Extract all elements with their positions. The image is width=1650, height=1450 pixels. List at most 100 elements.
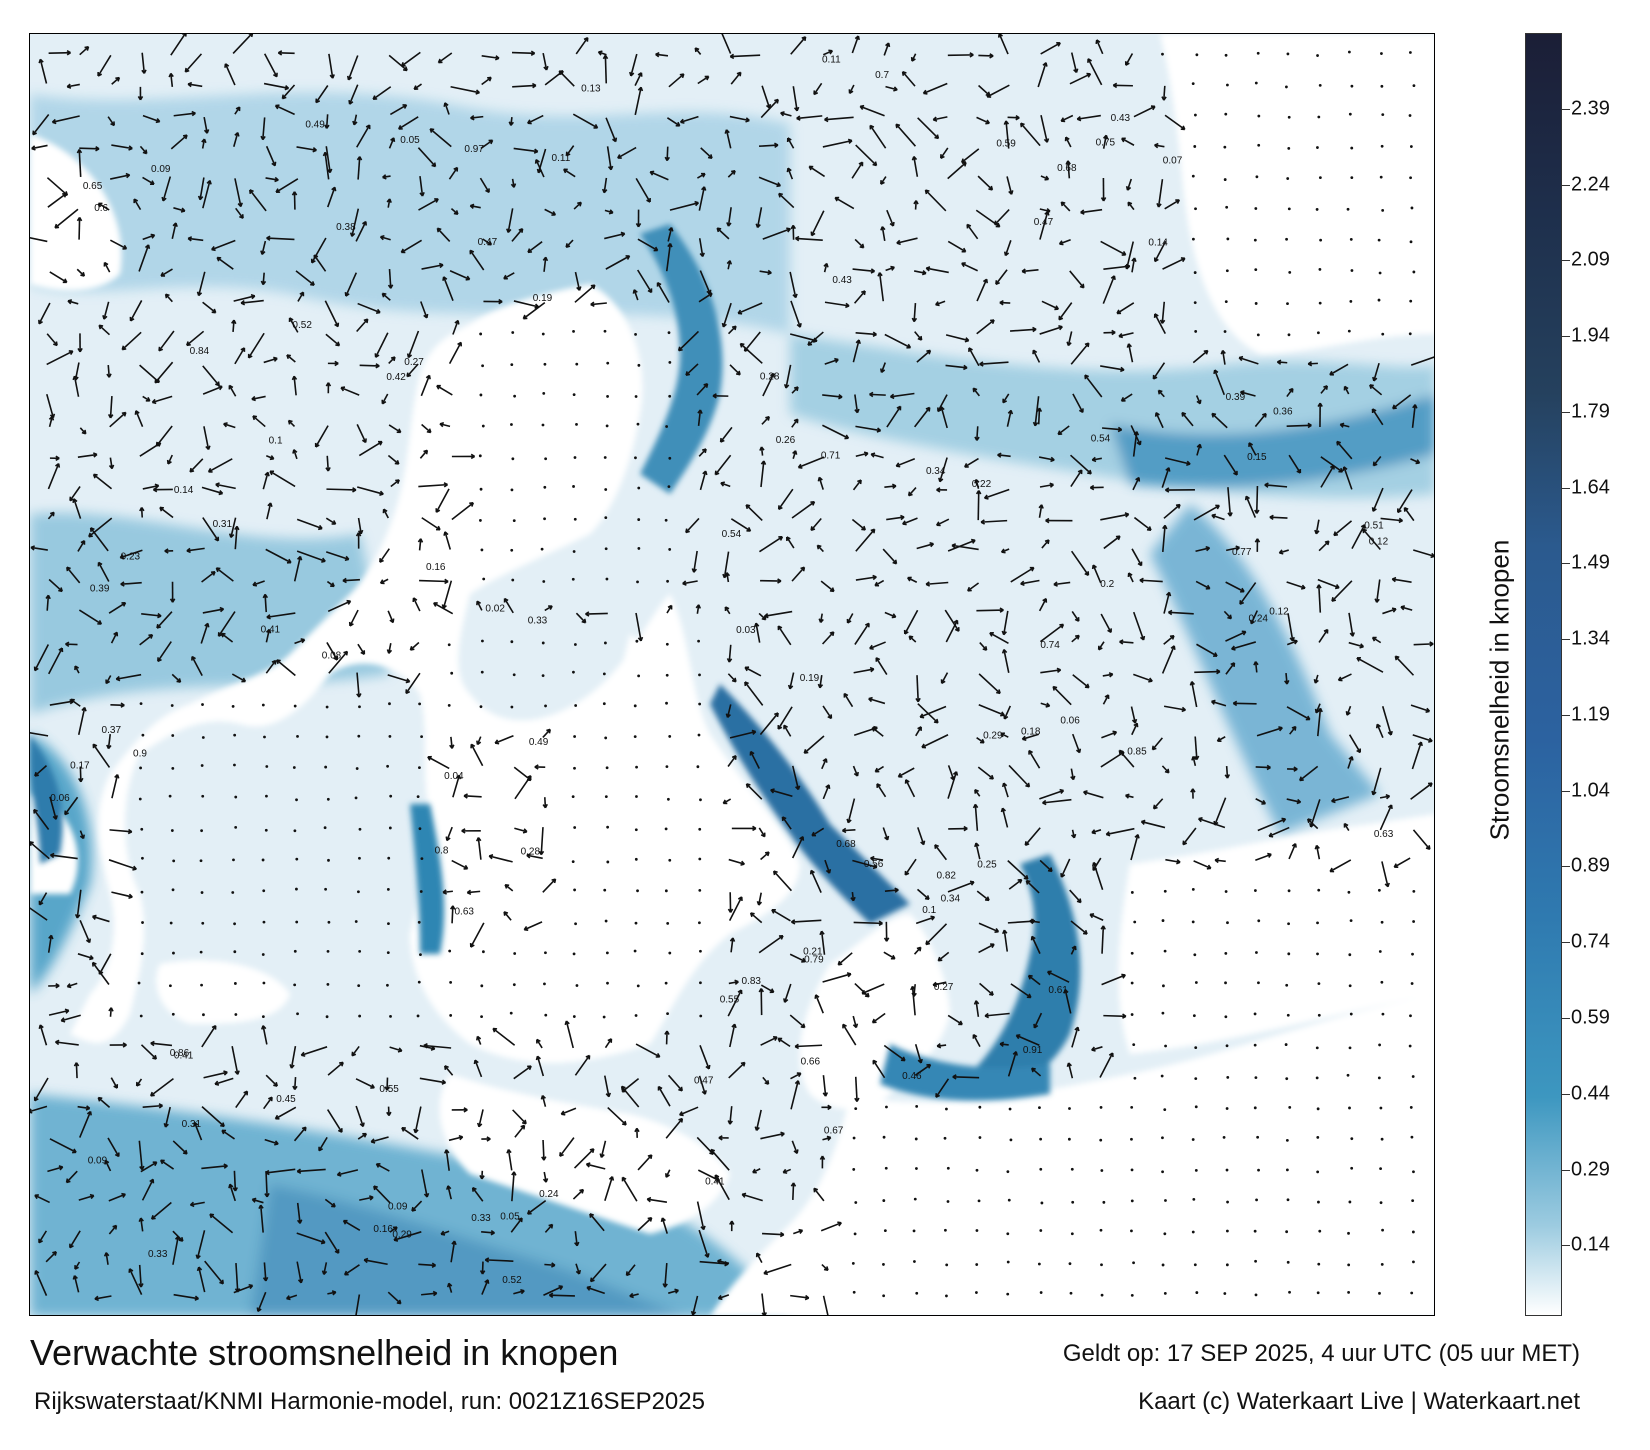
- grid-dot: [544, 1013, 548, 1017]
- current-arrow: [105, 1252, 109, 1265]
- current-arrow: [342, 578, 360, 582]
- current-arrow: [265, 660, 277, 674]
- current-arrow: [67, 83, 80, 88]
- arrow-head: [822, 758, 828, 763]
- arrow-head: [983, 494, 989, 500]
- colorbar-tick-label: 0.59: [1571, 1006, 1610, 1029]
- grid-dot: [575, 422, 578, 426]
- current-arrow: [107, 1137, 120, 1157]
- arrow-head: [1045, 517, 1050, 524]
- current-arrow: [699, 1260, 729, 1265]
- current-arrow: [637, 1217, 653, 1232]
- current-arrow: [1254, 661, 1258, 673]
- current-arrow: [527, 114, 544, 124]
- arrow-head: [241, 677, 247, 683]
- current-arrow: [489, 855, 513, 863]
- arrow-head: [700, 172, 706, 178]
- grid-dot: [852, 1168, 856, 1171]
- grid-dot: [1006, 1232, 1010, 1236]
- arrow-head: [629, 1292, 634, 1299]
- current-arrow: [77, 540, 86, 552]
- current-arrow: [1070, 920, 1088, 935]
- arrow-head: [440, 1230, 446, 1236]
- grid-dot: [1409, 240, 1413, 244]
- current-arrow: [494, 734, 514, 744]
- current-arrow: [1196, 444, 1201, 456]
- current-arrow: [138, 1264, 142, 1288]
- current-arrow: [572, 1189, 584, 1200]
- speed-value-label: 0.42: [386, 372, 406, 383]
- current-arrow: [1255, 485, 1259, 514]
- arrow-head: [985, 119, 990, 125]
- grid-dot: [137, 981, 141, 985]
- current-arrow: [1315, 519, 1320, 534]
- current-arrow: [527, 241, 543, 253]
- current-arrow: [635, 612, 642, 642]
- current-arrow: [296, 146, 317, 152]
- arrow-head: [475, 89, 481, 95]
- colorbar-tick-label: 0.14: [1571, 1233, 1610, 1256]
- current-arrow: [604, 55, 608, 84]
- arrow-head: [356, 693, 362, 698]
- arrow-head: [313, 254, 319, 260]
- arrow-head: [810, 501, 816, 506]
- arrow-head: [990, 943, 995, 949]
- arrow-head: [794, 1080, 801, 1085]
- grid-dot: [945, 1263, 949, 1267]
- arrow-head: [809, 869, 815, 875]
- arrow-head: [65, 641, 70, 647]
- current-arrow: [326, 642, 338, 661]
- arrow-head: [49, 511, 55, 517]
- arrow-head: [1071, 945, 1077, 951]
- arrow-head: [774, 712, 779, 718]
- current-arrow: [907, 577, 918, 583]
- current-arrow: [139, 442, 162, 457]
- arrow-head: [765, 415, 770, 421]
- current-arrow: [401, 51, 421, 67]
- current-arrow: [655, 53, 669, 57]
- arrow-head: [1289, 636, 1295, 642]
- current-arrow: [107, 364, 111, 378]
- current-arrow: [693, 550, 698, 573]
- grid-dot: [666, 922, 670, 925]
- current-arrow: [347, 55, 359, 81]
- arrow-head: [395, 479, 400, 485]
- current-arrow: [875, 657, 888, 676]
- arrow-head: [982, 278, 988, 284]
- arrow-head: [730, 169, 736, 175]
- arrow-head: [108, 1007, 114, 1012]
- current-arrow: [760, 99, 779, 119]
- arrow-head: [281, 94, 287, 100]
- grid-dot: [1254, 1293, 1258, 1297]
- current-arrow: [233, 295, 255, 302]
- current-arrow: [543, 1171, 547, 1183]
- current-arrow: [1116, 302, 1135, 315]
- current-arrow: [45, 1251, 57, 1263]
- current-arrow: [1091, 1046, 1103, 1051]
- current-arrow: [617, 146, 637, 159]
- current-arrow: [1346, 705, 1352, 716]
- current-arrow: [1256, 727, 1283, 737]
- current-arrow: [535, 159, 545, 178]
- current-arrow: [1382, 608, 1397, 615]
- current-arrow: [759, 270, 772, 274]
- current-arrow: [49, 1138, 77, 1153]
- arrow-head: [1169, 634, 1175, 640]
- arrow-head: [300, 638, 306, 644]
- arrow-head: [752, 1168, 757, 1174]
- current-arrow: [1192, 350, 1209, 364]
- current-arrow: [138, 244, 150, 272]
- speed-value-label: 0.19: [800, 673, 820, 684]
- current-arrow: [762, 373, 775, 397]
- arrow-head: [251, 395, 256, 402]
- current-arrow: [120, 581, 142, 586]
- arrow-head: [52, 815, 58, 820]
- arrow-head: [265, 1169, 270, 1176]
- arrow-head: [823, 262, 829, 268]
- arrow-head: [401, 1127, 406, 1132]
- arrow-head: [1075, 748, 1082, 754]
- arrow-head: [1000, 807, 1007, 813]
- current-arrow: [1231, 641, 1257, 650]
- arrow-head: [396, 1299, 402, 1305]
- grid-dot: [234, 795, 238, 799]
